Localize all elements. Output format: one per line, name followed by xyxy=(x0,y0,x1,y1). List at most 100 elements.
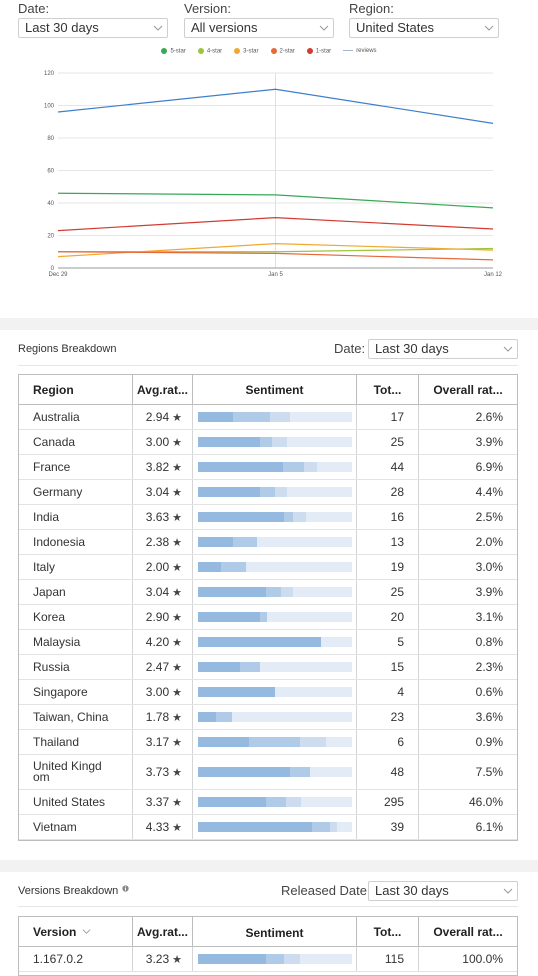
cell-total: 25 xyxy=(357,580,419,604)
header-total[interactable]: Tot... xyxy=(357,917,419,946)
regions-date-select[interactable]: Last 30 days xyxy=(368,339,518,359)
table-row[interactable]: Japan 3.04 ★ 25 3.9% xyxy=(19,580,517,605)
version-select-value: All versions xyxy=(191,20,258,35)
sentiment-segment xyxy=(259,487,275,497)
table-row[interactable]: Russia 2.47 ★ 15 2.3% xyxy=(19,655,517,680)
cell-region: Indonesia xyxy=(19,530,133,554)
versions-date-select[interactable]: Last 30 days xyxy=(368,881,518,901)
divider xyxy=(18,906,518,907)
star-icon: ★ xyxy=(172,486,182,499)
table-row[interactable]: India 3.63 ★ 16 2.5% xyxy=(19,505,517,530)
cell-avg-rating: 3.63 ★ xyxy=(133,505,193,529)
table-row[interactable]: Thailand 3.17 ★ 6 0.9% xyxy=(19,730,517,755)
table-row[interactable]: Singapore 3.00 ★ 4 0.6% xyxy=(19,680,517,705)
header-overall-rating[interactable]: Overall rat... xyxy=(433,925,503,939)
cell-overall-rating: 4.4% xyxy=(475,485,503,499)
sentiment-segment xyxy=(198,797,266,807)
table-row[interactable]: Korea 2.90 ★ 20 3.1% xyxy=(19,605,517,630)
table-row[interactable]: Indonesia 2.38 ★ 13 2.0% xyxy=(19,530,517,555)
cell-total: 39 xyxy=(357,815,419,839)
header-overall-rating[interactable]: Overall rat... xyxy=(433,383,503,397)
table-row[interactable]: United States 3.37 ★ 295 46.0% xyxy=(19,790,517,815)
avg-rating-value: 3.73 xyxy=(145,765,170,779)
y-tick-label: 20 xyxy=(47,234,54,240)
y-tick-label: 100 xyxy=(44,104,55,110)
avg-rating-value: 3.37 xyxy=(145,795,170,809)
table-row[interactable]: Australia 2.94 ★ 17 2.6% xyxy=(19,405,517,430)
cell-total: 16 xyxy=(357,505,419,529)
region-name: Vietnam xyxy=(33,820,77,834)
series-line-5-star xyxy=(57,192,494,209)
cell-region: France xyxy=(19,455,133,479)
cell-avg-rating: 2.47 ★ xyxy=(133,655,193,679)
legend-item[interactable]: 4-star xyxy=(197,48,222,55)
sentiment-bar xyxy=(198,612,352,622)
cell-overall-rating: 2.5% xyxy=(475,510,503,524)
header-region[interactable]: Region xyxy=(19,375,133,404)
y-tick-label: 40 xyxy=(47,201,54,207)
table-row[interactable]: Taiwan, China 1.78 ★ 23 3.6% xyxy=(19,705,517,730)
sentiment-segment xyxy=(281,587,294,597)
legend-item[interactable]: 1-star xyxy=(306,48,331,55)
sentiment-bar xyxy=(198,487,352,497)
date-select[interactable]: Last 30 days xyxy=(18,18,168,38)
table-header: Version Avg.rat... Sentiment Tot... Over… xyxy=(19,917,517,947)
legend-item[interactable]: 3-star xyxy=(234,48,259,55)
cell-sentiment xyxy=(193,455,357,479)
table-row[interactable]: United Kingd om 3.73 ★ 48 7.5% xyxy=(19,755,517,790)
cell-region: Korea xyxy=(19,605,133,629)
sentiment-bar xyxy=(198,737,352,747)
sentiment-segment xyxy=(198,954,266,964)
table-row[interactable]: France 3.82 ★ 44 6.9% xyxy=(19,455,517,480)
cell-sentiment xyxy=(193,430,357,454)
header-sentiment[interactable]: Sentiment xyxy=(193,917,357,946)
info-icon[interactable] xyxy=(122,885,129,892)
avg-rating-value: 3.00 xyxy=(145,435,170,449)
star-icon: ★ xyxy=(172,821,182,834)
header-sentiment[interactable]: Sentiment xyxy=(193,375,357,404)
version-filter-label: Version: xyxy=(184,1,231,16)
sentiment-segment xyxy=(299,737,326,747)
star-icon: ★ xyxy=(172,953,182,966)
sentiment-segment xyxy=(198,662,240,672)
sentiment-segment xyxy=(293,512,306,522)
series-line-1-star xyxy=(57,217,494,232)
region-select[interactable]: United States xyxy=(349,18,499,38)
table-row[interactable]: Italy 2.00 ★ 19 3.0% xyxy=(19,555,517,580)
legend-item[interactable]: 2-star xyxy=(270,48,295,55)
sentiment-segment xyxy=(198,437,260,447)
legend-item[interactable]: reviews xyxy=(343,48,377,54)
sentiment-segment xyxy=(198,637,322,647)
table-row[interactable]: Germany 3.04 ★ 28 4.4% xyxy=(19,480,517,505)
legend-item[interactable]: 5-star xyxy=(161,48,186,55)
legend-label: 3-star xyxy=(243,48,259,55)
legend-label: 5-star xyxy=(170,48,186,55)
sentiment-bar xyxy=(198,537,352,547)
header-avg-rating[interactable]: Avg.rat... xyxy=(133,375,193,404)
table-row[interactable]: Malaysia 4.20 ★ 5 0.8% xyxy=(19,630,517,655)
sentiment-segment xyxy=(198,462,283,472)
sentiment-bar xyxy=(198,587,352,597)
sentiment-segment xyxy=(304,462,317,472)
sentiment-segment xyxy=(198,537,234,547)
chevron-down-icon xyxy=(319,25,329,31)
sentiment-segment xyxy=(271,437,288,447)
table-row[interactable]: Canada 3.00 ★ 25 3.9% xyxy=(19,430,517,455)
cell-region: Germany xyxy=(19,480,133,504)
version-select[interactable]: All versions xyxy=(184,18,334,38)
header-total[interactable]: Tot... xyxy=(357,375,419,404)
sentiment-segment xyxy=(284,954,300,964)
cell-region: United States xyxy=(19,790,133,814)
region-name: Thailand xyxy=(33,735,80,749)
table-row[interactable]: Vietnam 4.33 ★ 39 6.1% xyxy=(19,815,517,840)
versions-table: Version Avg.rat... Sentiment Tot... Over… xyxy=(18,916,518,976)
cell-sentiment xyxy=(193,730,357,754)
header-avg-rating[interactable]: Avg.rat... xyxy=(133,917,193,946)
table-row[interactable]: 1.167.0.2 3.23 ★ 115 100.0% xyxy=(19,947,517,972)
sentiment-segment xyxy=(265,797,286,807)
header-version[interactable]: Version xyxy=(19,917,133,946)
ratings-chart: 5-star 4-star 3-star 2-star 1-star reviews 0 2… xyxy=(0,40,538,310)
cell-overall-rating: 3.9% xyxy=(475,585,503,599)
y-tick-label: 0 xyxy=(51,266,55,272)
sentiment-segment xyxy=(198,562,222,572)
